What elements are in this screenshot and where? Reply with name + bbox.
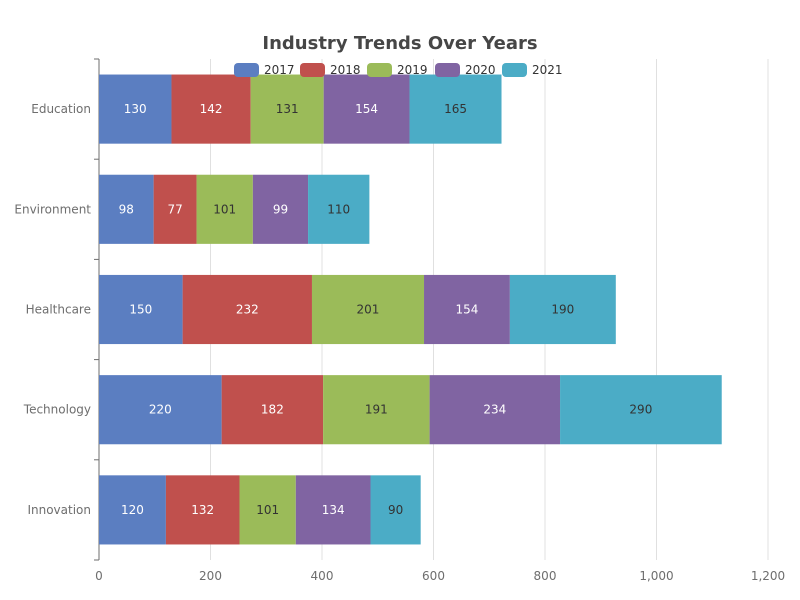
legend-item[interactable]: 2020: [435, 63, 496, 77]
x-tick-label: 1,000: [639, 569, 673, 583]
data-labels: 130 142 131 154 165 98 77 101 99 110 150 232 201 154 1…: [119, 102, 653, 517]
bar-segment[interactable]: [295, 475, 371, 545]
bar-segment[interactable]: [424, 274, 510, 345]
data-label: 110: [327, 202, 350, 216]
legend-label: 2019: [397, 63, 428, 77]
bar-segment[interactable]: [250, 74, 324, 144]
x-tick-label: 800: [534, 569, 557, 583]
x-tick-label: 0: [95, 569, 103, 583]
data-label: 154: [455, 303, 478, 317]
data-label: 290: [629, 403, 652, 417]
legend-swatch: [367, 63, 392, 77]
legend-item[interactable]: 2021: [502, 63, 563, 77]
bar-segment[interactable]: [99, 174, 154, 244]
data-label: 191: [365, 403, 388, 417]
bar-segment[interactable]: [239, 475, 296, 545]
data-label: 101: [213, 202, 236, 216]
x-tick-label: 400: [311, 569, 334, 583]
data-label: 201: [357, 303, 380, 317]
bar-segment[interactable]: [99, 74, 172, 144]
x-tick-label: 1,200: [751, 569, 785, 583]
data-label: 165: [444, 102, 467, 116]
bar-segment[interactable]: [370, 475, 421, 545]
category-label: Healthcare: [26, 303, 91, 317]
bars: [99, 74, 722, 545]
bar-segment[interactable]: [99, 475, 166, 545]
x-tick-label: 600: [422, 569, 445, 583]
legend-swatch: [300, 63, 325, 77]
bar-segment[interactable]: [409, 74, 502, 144]
bar-segment[interactable]: [308, 174, 370, 244]
data-label: 234: [483, 403, 506, 417]
data-label: 142: [200, 102, 223, 116]
data-label: 130: [124, 102, 147, 116]
bar-segment[interactable]: [323, 74, 410, 144]
data-label: 154: [355, 102, 378, 116]
bar-segment[interactable]: [182, 274, 312, 345]
data-label: 132: [191, 503, 214, 517]
bar-segment[interactable]: [560, 375, 722, 445]
data-label: 98: [119, 202, 134, 216]
legend-item[interactable]: 2019: [367, 63, 428, 77]
legend-label: 2018: [330, 63, 361, 77]
data-label: 232: [236, 303, 259, 317]
legend[interactable]: 2017 2018 2019 2020 2021: [234, 63, 563, 77]
legend-item[interactable]: 2017: [234, 63, 295, 77]
bar-segment[interactable]: [99, 274, 183, 345]
axes: 0 200 400 600 800 1,000 1,200 Education Environm…: [14, 58, 785, 583]
bar-segment[interactable]: [165, 475, 240, 545]
data-label: 182: [261, 403, 284, 417]
chart-title: Industry Trends Over Years: [262, 33, 537, 54]
x-tick-label: 200: [199, 569, 222, 583]
category-label: Education: [31, 102, 91, 116]
bar-segment[interactable]: [311, 274, 425, 345]
data-label: 90: [388, 503, 403, 517]
category-label: Innovation: [27, 503, 91, 517]
legend-swatch: [502, 63, 527, 77]
data-label: 220: [149, 403, 172, 417]
legend-swatch: [234, 63, 259, 77]
data-label: 131: [276, 102, 299, 116]
legend-label: 2020: [465, 63, 496, 77]
data-label: 150: [129, 303, 152, 317]
data-label: 77: [167, 202, 182, 216]
bar-segment[interactable]: [196, 174, 253, 244]
data-label: 190: [551, 303, 574, 317]
data-label: 134: [322, 503, 345, 517]
category-label: Environment: [14, 202, 91, 216]
bar-segment[interactable]: [429, 375, 561, 445]
bar-segment[interactable]: [509, 274, 616, 345]
category-label: Technology: [23, 403, 91, 417]
data-label: 99: [273, 202, 288, 216]
legend-swatch: [435, 63, 460, 77]
legend-label: 2017: [264, 63, 295, 77]
data-label: 120: [121, 503, 144, 517]
legend-label: 2021: [532, 63, 563, 77]
bar-segment[interactable]: [153, 174, 197, 244]
bar-segment[interactable]: [323, 375, 430, 445]
bar-segment[interactable]: [252, 174, 309, 244]
legend-item[interactable]: 2018: [300, 63, 361, 77]
bar-segment[interactable]: [171, 74, 251, 144]
bar-segment[interactable]: [221, 375, 324, 445]
data-label: 101: [256, 503, 279, 517]
bar-segment[interactable]: [99, 375, 222, 445]
